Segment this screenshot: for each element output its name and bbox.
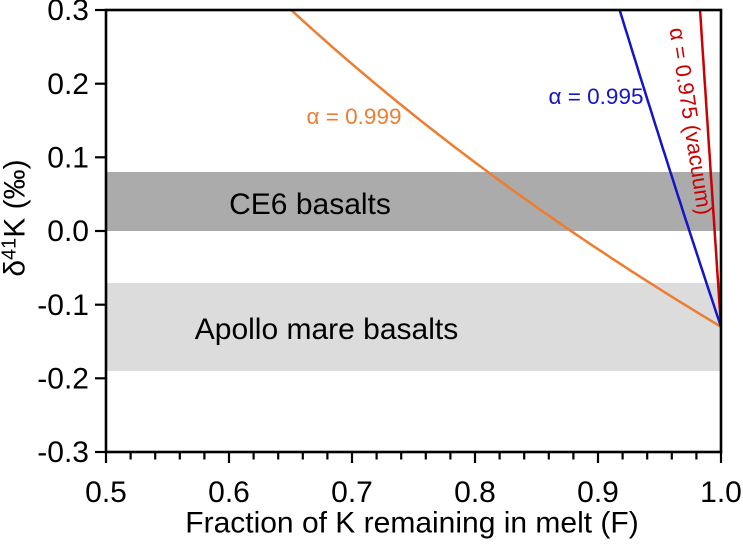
svg-text:0.0: 0.0: [47, 215, 89, 248]
svg-text:0.7: 0.7: [331, 476, 373, 509]
svg-text:α = 0.995: α = 0.995: [549, 84, 644, 109]
svg-text:-0.2: -0.2: [37, 363, 89, 396]
svg-text:0.2: 0.2: [47, 68, 89, 101]
svg-text:δ41K (‰): δ41K (‰): [0, 159, 32, 276]
svg-text:CE6 basalts: CE6 basalts: [229, 188, 391, 221]
svg-text:-0.1: -0.1: [37, 289, 89, 322]
svg-text:0.9: 0.9: [577, 476, 619, 509]
svg-text:-0.3: -0.3: [37, 436, 89, 469]
svg-text:1.0: 1.0: [700, 476, 742, 509]
svg-text:0.5: 0.5: [85, 476, 127, 509]
svg-text:0.3: 0.3: [47, 0, 89, 27]
svg-text:α = 0.999: α = 0.999: [307, 104, 402, 129]
svg-text:0.1: 0.1: [47, 142, 89, 175]
svg-text:0.6: 0.6: [208, 476, 250, 509]
svg-text:Apollo mare basalts: Apollo mare basalts: [195, 313, 458, 346]
svg-text:Fraction of K remaining in mel: Fraction of K remaining in melt (F): [185, 507, 638, 540]
svg-text:0.8: 0.8: [454, 476, 496, 509]
